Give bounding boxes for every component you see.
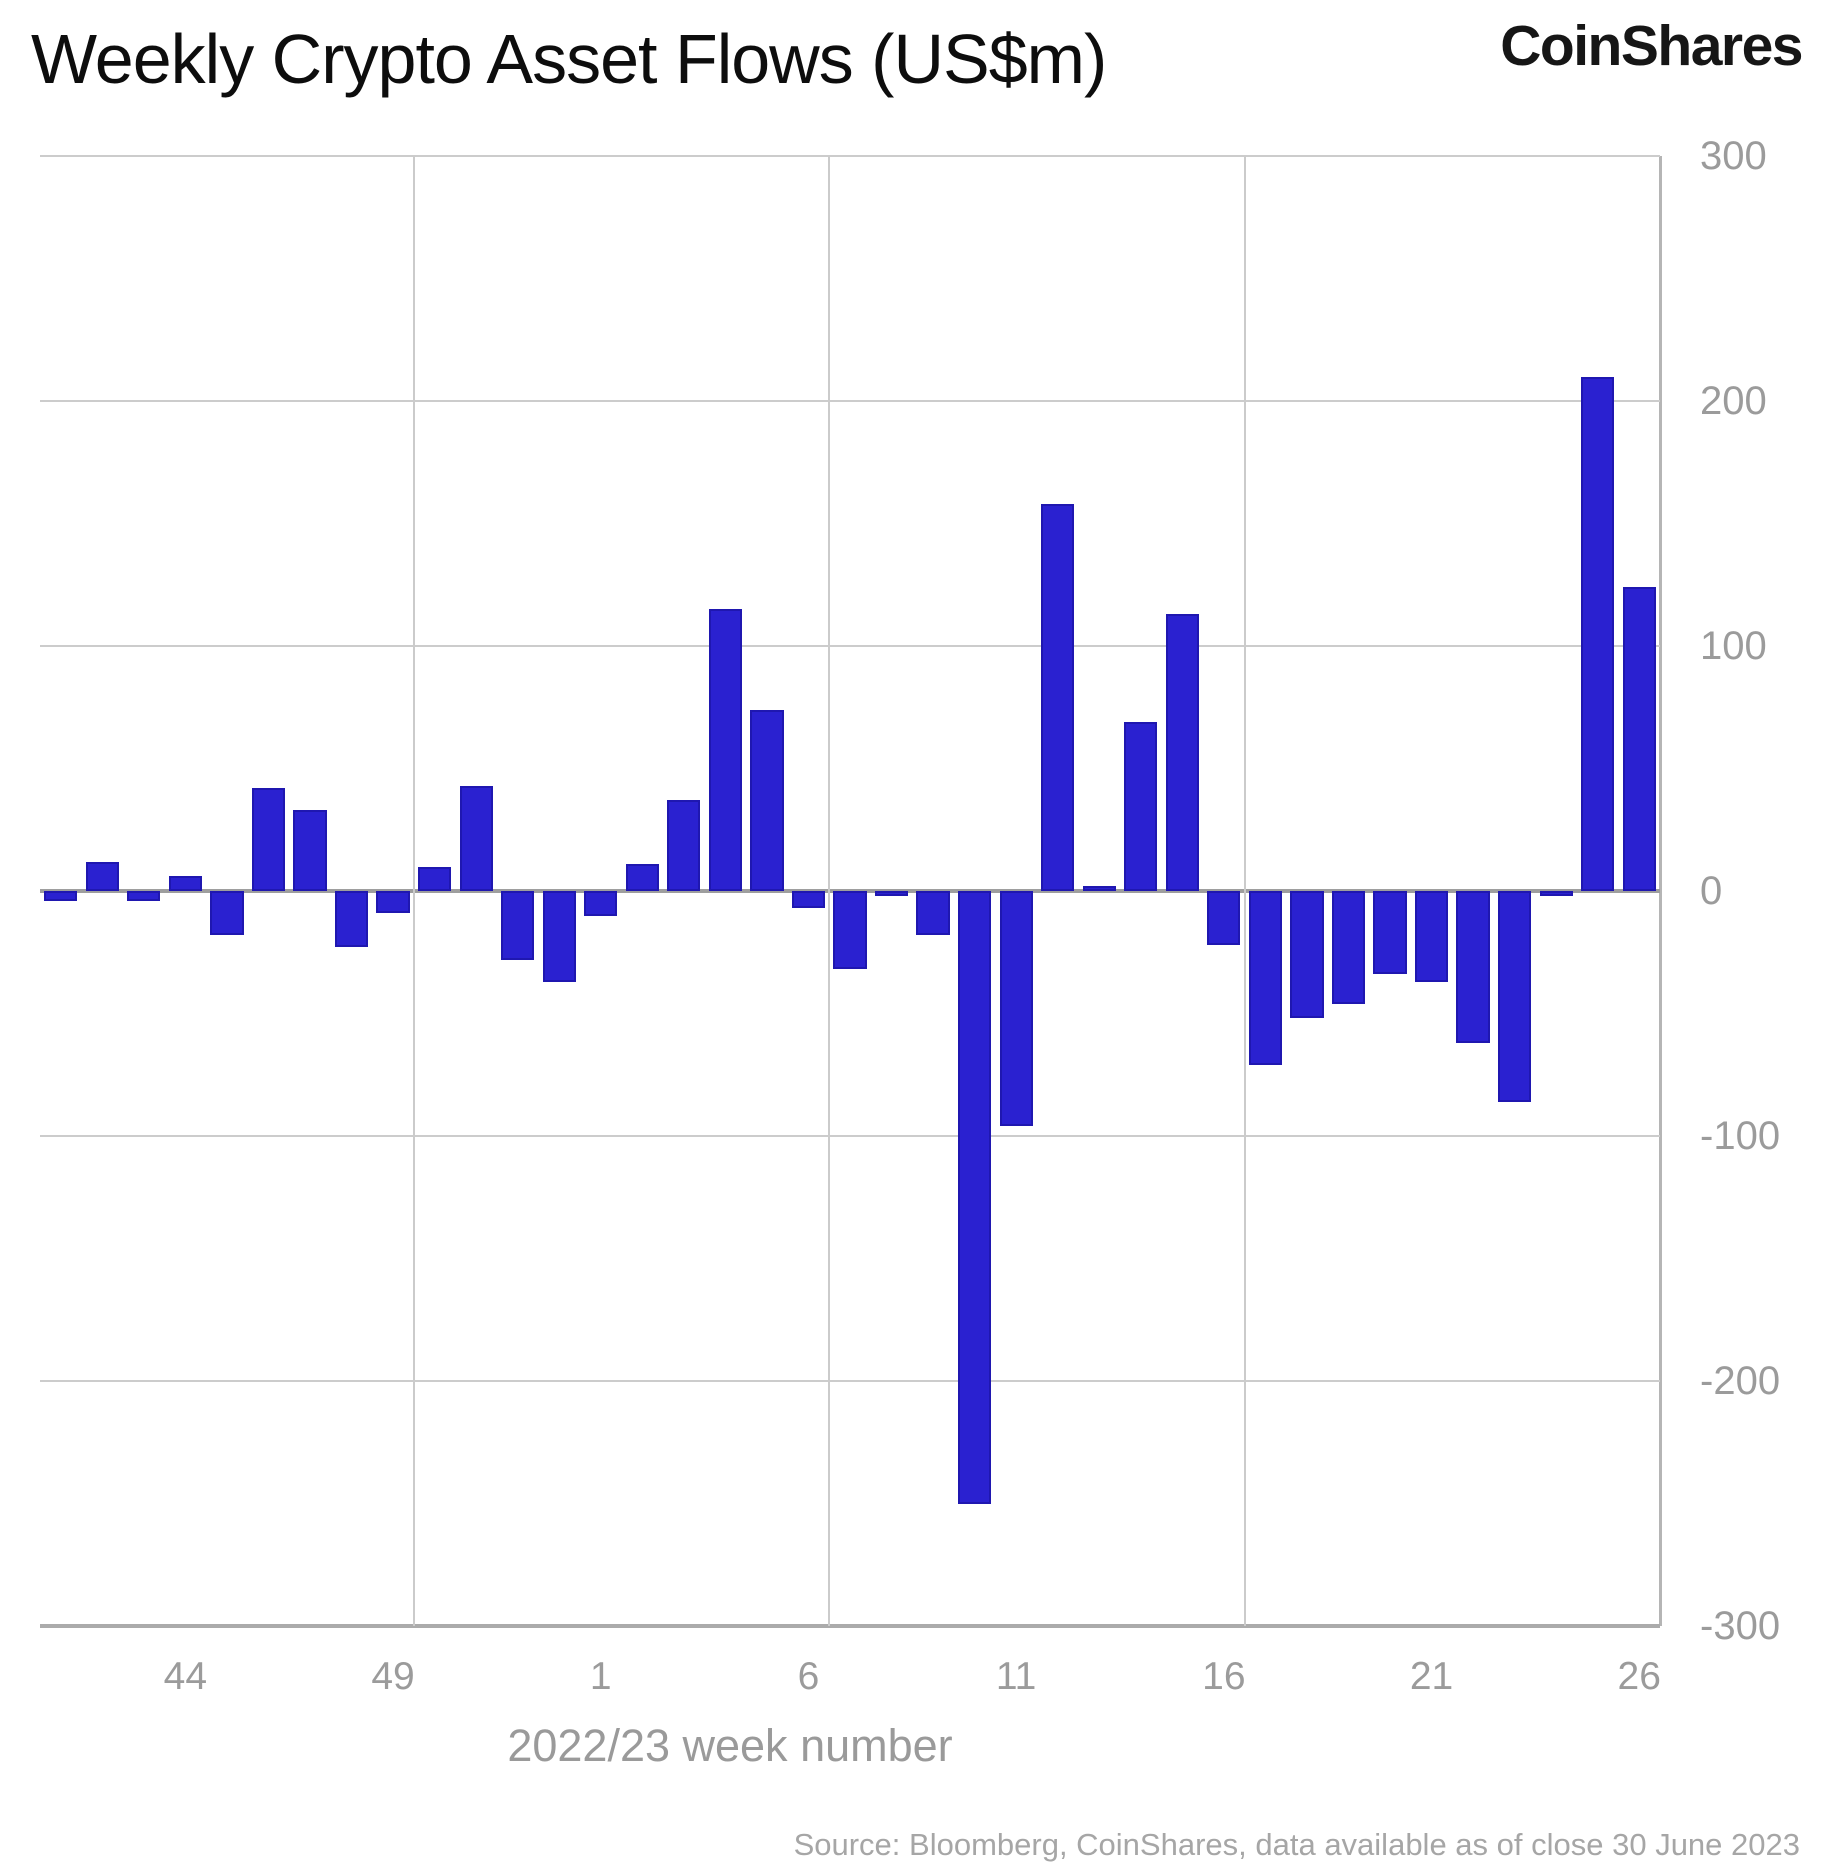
hgrid-line: [40, 1624, 1660, 1628]
bar-week-41[interactable]: [44, 891, 78, 901]
bar-week-7[interactable]: [833, 891, 867, 970]
bar-week-10[interactable]: [958, 891, 992, 1504]
bar-week-1[interactable]: [584, 891, 618, 916]
bar-week-25[interactable]: [1581, 376, 1615, 891]
chart-title: Weekly Crypto Asset Flows (US$m): [31, 20, 1107, 98]
bar-week-49[interactable]: [376, 891, 410, 914]
x-axis-label: 11: [995, 1655, 1037, 1698]
bar-week-6[interactable]: [791, 891, 826, 909]
bar-week-3[interactable]: [667, 800, 701, 891]
bar-week-26[interactable]: [1622, 587, 1656, 891]
plot-area: [40, 155, 1662, 1628]
coinshares-logo: CoinShares: [1500, 14, 1803, 78]
bar-week-47[interactable]: [293, 810, 327, 891]
vgrid-line: [412, 156, 415, 1626]
x-axis-title: 2022/23 week number: [507, 1720, 953, 1771]
source-note: Source: Bloomberg, CoinShares, data avai…: [793, 1827, 1800, 1862]
bar-week-17[interactable]: [1248, 891, 1282, 1065]
x-axis-label: 21: [1409, 1655, 1454, 1698]
bar-week-23[interactable]: [1498, 891, 1532, 1102]
bar-week-43[interactable]: [127, 891, 161, 901]
bar-week-22[interactable]: [1456, 891, 1490, 1043]
hgrid-line: [40, 155, 1660, 157]
right-axis-line: [1659, 156, 1662, 1626]
bar-week-21[interactable]: [1414, 891, 1449, 982]
y-axis-label: -300: [1700, 1604, 1781, 1648]
x-axis-label: 6: [797, 1655, 820, 1698]
bar-week-51[interactable]: [459, 785, 493, 891]
bar-week-2[interactable]: [625, 864, 659, 891]
bar-week-44[interactable]: [168, 876, 202, 891]
y-axis-label: 200: [1700, 379, 1767, 423]
bar-week-14[interactable]: [1124, 721, 1158, 891]
y-axis-label: -100: [1700, 1114, 1781, 1158]
hgrid-line: [40, 400, 1660, 402]
bar-week-9[interactable]: [916, 891, 950, 936]
vgrid-line: [1243, 156, 1246, 1626]
bar-week-50[interactable]: [418, 866, 452, 891]
x-axis-label: 49: [371, 1655, 415, 1698]
hgrid-line: [40, 1135, 1660, 1137]
bar-week-4[interactable]: [708, 609, 742, 891]
hgrid-line: [40, 645, 1660, 647]
bar-week-45[interactable]: [210, 891, 244, 936]
y-axis-label: 0: [1700, 869, 1723, 913]
bar-week-16[interactable]: [1207, 891, 1241, 945]
bar-week-12[interactable]: [1041, 503, 1075, 891]
bar-week-18[interactable]: [1290, 891, 1324, 1019]
y-axis-label: 100: [1700, 624, 1767, 668]
bar-week-24[interactable]: [1539, 891, 1573, 896]
bar-week-46[interactable]: [251, 788, 286, 891]
hgrid-line: [40, 1380, 1660, 1382]
vgrid-line: [828, 156, 831, 1626]
bar-week-52[interactable]: [501, 891, 535, 960]
x-axis-label: 1: [589, 1655, 612, 1698]
bar-week-8[interactable]: [874, 891, 909, 896]
y-axis-label: -200: [1700, 1359, 1781, 1403]
bar-week-5[interactable]: [750, 709, 784, 891]
x-axis-label: 26: [1617, 1655, 1661, 1698]
bar-week-48[interactable]: [334, 891, 369, 948]
x-axis-label: 16: [1202, 1655, 1246, 1698]
x-axis-label: 44: [163, 1655, 208, 1698]
bar-week-15[interactable]: [1165, 614, 1199, 891]
y-axis-label: 300: [1700, 134, 1767, 178]
bar-week-19[interactable]: [1331, 891, 1366, 1004]
bar-week-42[interactable]: [85, 861, 119, 891]
bar-week-20[interactable]: [1373, 891, 1407, 975]
bar-week-53[interactable]: [542, 891, 576, 982]
bar-week-13[interactable]: [1082, 886, 1116, 891]
bar-week-11[interactable]: [999, 891, 1033, 1127]
